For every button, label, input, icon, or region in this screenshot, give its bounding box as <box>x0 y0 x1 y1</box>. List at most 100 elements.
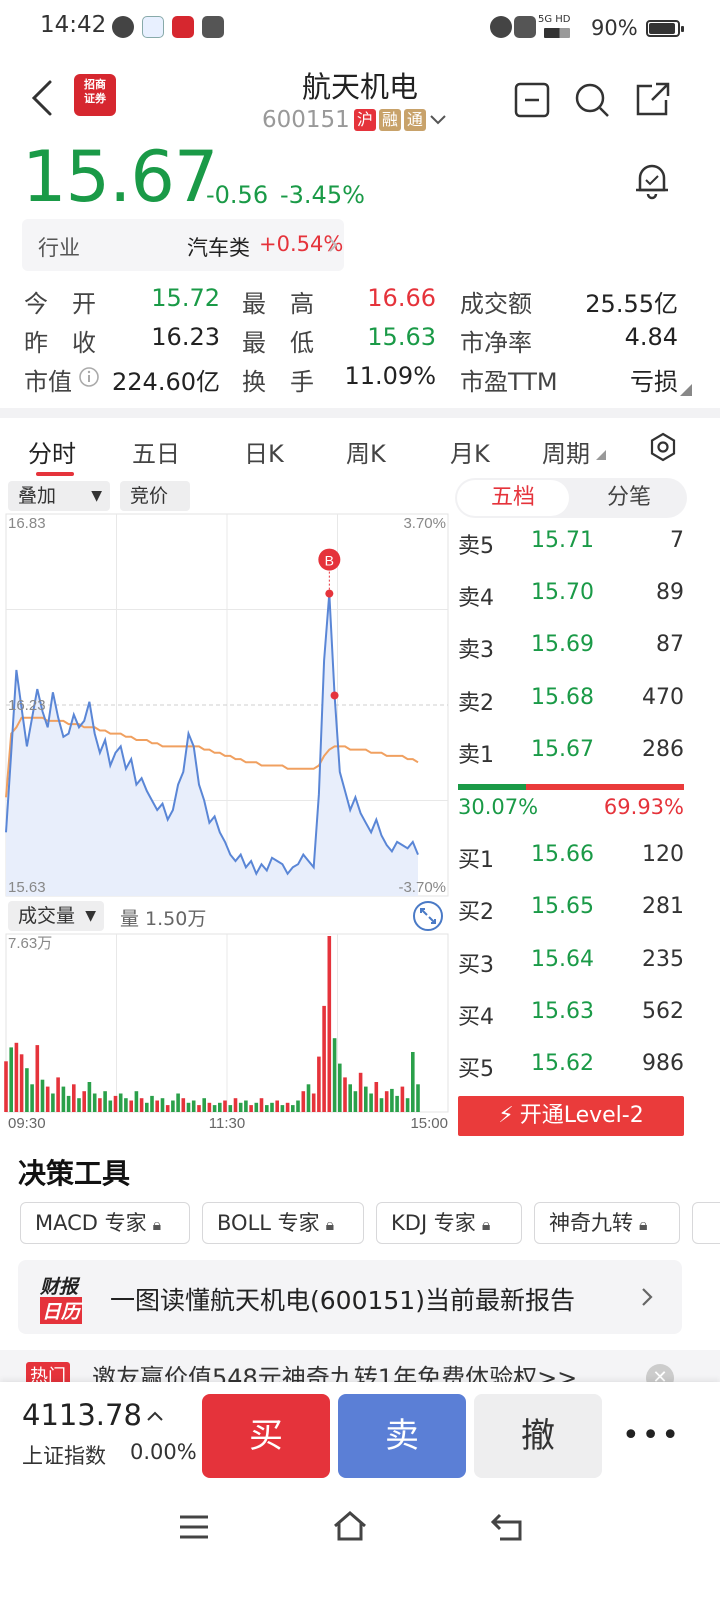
industry-row[interactable]: 行业 汽车类 +0.54% <box>22 219 344 271</box>
stat-label-prev-close: 昨 收 <box>24 329 96 357</box>
tab-weekly-k[interactable]: 周K <box>346 440 386 468</box>
pct-max-label: 3.70% <box>403 515 446 532</box>
tool-more[interactable] <box>692 1202 720 1244</box>
more-icon[interactable]: ••• <box>622 1418 682 1453</box>
lock-icon: 🔒︎ <box>152 1215 162 1234</box>
volume-bar <box>139 1098 144 1112</box>
volume-bar <box>108 1100 113 1112</box>
active-tab-indicator <box>36 472 74 476</box>
tool-macd[interactable]: MACD 专家 🔒︎ <box>20 1202 190 1244</box>
ask-label: 卖1 <box>458 743 494 768</box>
index-name: 上证指数 <box>22 1444 106 1468</box>
tag-connect: 通 <box>403 109 426 131</box>
volume-bar <box>87 1082 92 1112</box>
index-value[interactable]: 4113.78 <box>22 1398 142 1432</box>
index-percent: 0.00% <box>130 1440 197 1464</box>
volume-bar <box>124 1098 128 1112</box>
lock-icon: 🔒︎ <box>481 1215 491 1234</box>
tool-label: KDJ 专家 <box>391 1211 476 1235</box>
tool-kdj[interactable]: KDJ 专家 🔒︎ <box>376 1202 522 1244</box>
back-icon[interactable] <box>28 78 56 118</box>
close-icon[interactable]: ✕ <box>646 1364 674 1382</box>
peak-dot <box>325 589 334 598</box>
bid-label: 买3 <box>458 953 494 978</box>
search-icon[interactable] <box>572 80 612 120</box>
average-price-line <box>5 716 419 798</box>
volume-bar <box>353 1091 358 1112</box>
ask-volume: 470 <box>642 685 684 710</box>
volume-bar <box>103 1091 107 1112</box>
tag-shanghai: 沪 <box>353 109 376 131</box>
alarm-icon <box>490 16 512 38</box>
hot-badge: 热门 <box>26 1362 70 1382</box>
hot-promo-bar[interactable]: 热门 邀友赢价值548元神奇九转1年免费体验权>> ✕ <box>0 1350 720 1382</box>
financial-calendar-logo: 财报 日历 <box>40 1272 94 1324</box>
tab-ticks[interactable]: 分笔 <box>606 485 651 510</box>
volume-bar <box>98 1098 102 1112</box>
volume-bar <box>82 1091 86 1112</box>
intraday-chart[interactable]: B 16.83 16.23 15.63 3.70% -3.70% 7.63万 09:30 11:… <box>0 510 452 1128</box>
tab-daily-k[interactable]: 日K <box>244 440 284 468</box>
settings-icon[interactable] <box>648 432 678 462</box>
sell-button[interactable]: 卖 <box>338 1394 466 1478</box>
volume-bar <box>384 1091 389 1112</box>
stat-label-turnover: 成交额 <box>460 290 532 318</box>
tab-five-level[interactable]: 五档 <box>457 480 569 516</box>
x-label-close: 15:00 <box>410 1115 448 1128</box>
overlay-dropdown[interactable]: 叠加 ▼ <box>8 481 110 511</box>
signal-icon <box>544 28 570 38</box>
volume-bar <box>129 1100 133 1112</box>
stat-value-market-cap: 224.60亿 <box>112 368 220 396</box>
info-icon[interactable] <box>78 366 100 388</box>
volume-bar <box>249 1105 253 1112</box>
tag-margin: 融 <box>378 109 401 131</box>
tool-nine-turn[interactable]: 神奇九转 🔒︎ <box>534 1202 680 1244</box>
battery-percent: 90% <box>591 16 638 40</box>
level2-button[interactable]: ⚡ 开通Level-2 <box>458 1096 684 1136</box>
home-icon[interactable] <box>332 1510 368 1542</box>
watchlist-minus-icon[interactable] <box>512 80 552 120</box>
volume-bar <box>322 1005 326 1112</box>
stock-code-row[interactable]: 600151 沪 融 通 <box>262 106 447 134</box>
section-divider <box>0 408 720 418</box>
volume-bar <box>45 1086 50 1112</box>
volume-bar <box>275 1100 279 1112</box>
chevron-up-icon <box>147 1411 163 1421</box>
volume-indicator-dropdown[interactable]: 成交量 ▼ <box>8 901 104 931</box>
volume-bar <box>405 1098 410 1112</box>
bid-volume: 562 <box>642 999 684 1024</box>
auction-button[interactable]: 竞价 <box>120 481 190 511</box>
buy-button[interactable]: 买 <box>202 1394 330 1478</box>
share-icon[interactable] <box>632 80 672 120</box>
tool-label: 神奇九转 <box>549 1211 633 1235</box>
stat-label-high: 最 高 <box>242 290 314 318</box>
chevron-down-icon[interactable] <box>429 113 447 127</box>
cancel-order-button[interactable]: 撤 <box>474 1394 602 1478</box>
lock-icon: 🔒︎ <box>325 1215 335 1234</box>
volume-bar <box>291 1105 295 1112</box>
order-book-mode-switch: 五档 分笔 <box>455 478 687 518</box>
current-price: 15.67 <box>22 136 218 218</box>
stock-header: 招商证券 航天机电 600151 沪 融 通 <box>0 56 720 140</box>
fullscreen-icon[interactable] <box>412 900 444 932</box>
menu-icon[interactable] <box>178 1512 210 1542</box>
tab-intraday[interactable]: 分时 <box>28 440 76 468</box>
volume-bar <box>400 1086 405 1112</box>
volume-bar <box>244 1100 248 1112</box>
tab-five-day[interactable]: 五日 <box>132 440 180 468</box>
back-nav-icon[interactable] <box>490 1512 524 1542</box>
volume-bar <box>56 1077 60 1112</box>
volume-bar <box>145 1102 149 1112</box>
alert-bell-icon[interactable] <box>630 158 674 202</box>
volume-indicator-label: 成交量 <box>18 905 76 927</box>
tool-boll[interactable]: BOLL 专家 🔒︎ <box>202 1202 364 1244</box>
tab-period[interactable]: 周期 <box>542 440 590 468</box>
expand-corner-icon[interactable] <box>680 384 692 396</box>
overlay-label: 叠加 <box>18 485 57 507</box>
tab-monthly-k[interactable]: 月K <box>450 440 490 468</box>
volume-bar <box>150 1095 154 1112</box>
volume-bar <box>171 1100 175 1112</box>
volume-bar <box>218 1102 222 1112</box>
stat-label-turnover-rate: 换 手 <box>242 368 314 396</box>
report-banner[interactable]: 财报 日历 一图读懂航天机电(600151)当前最新报告 <box>18 1260 682 1334</box>
